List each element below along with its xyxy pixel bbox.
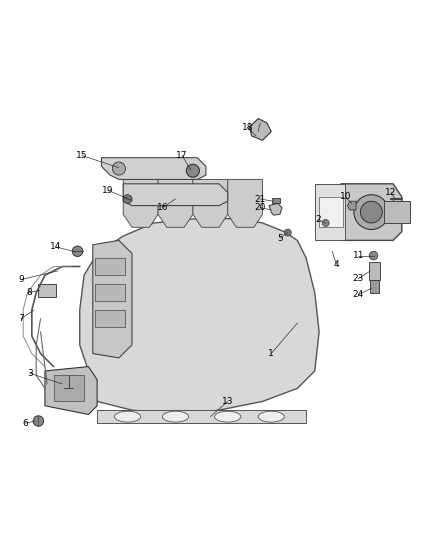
Text: 21: 21 — [254, 195, 266, 204]
Polygon shape — [97, 410, 306, 423]
Polygon shape — [45, 367, 97, 415]
Text: 20: 20 — [254, 203, 266, 212]
Polygon shape — [123, 180, 158, 228]
Ellipse shape — [215, 411, 241, 422]
Text: 8: 8 — [27, 288, 32, 297]
Bar — [95, 258, 125, 275]
Text: 15: 15 — [76, 151, 88, 160]
Text: 11: 11 — [353, 251, 364, 260]
Circle shape — [322, 220, 329, 227]
Bar — [95, 310, 125, 327]
Text: 6: 6 — [22, 419, 28, 427]
Text: 24: 24 — [353, 290, 364, 300]
Bar — [53, 375, 84, 401]
Polygon shape — [80, 219, 319, 415]
Text: 9: 9 — [18, 275, 24, 284]
Bar — [39, 284, 56, 297]
Text: 1: 1 — [268, 349, 274, 358]
Text: 12: 12 — [385, 188, 396, 197]
Text: 19: 19 — [102, 186, 114, 195]
Circle shape — [113, 162, 125, 175]
Text: 17: 17 — [176, 151, 188, 160]
Circle shape — [33, 416, 44, 426]
Polygon shape — [102, 158, 206, 180]
Polygon shape — [341, 184, 402, 240]
Text: 2: 2 — [315, 215, 321, 224]
Text: 3: 3 — [27, 369, 32, 377]
Bar — [369, 262, 380, 279]
Circle shape — [369, 251, 378, 260]
Text: 18: 18 — [241, 123, 253, 132]
Ellipse shape — [258, 411, 284, 422]
Ellipse shape — [115, 411, 141, 422]
Text: 13: 13 — [222, 397, 233, 406]
Polygon shape — [371, 279, 379, 293]
Text: 23: 23 — [353, 274, 364, 283]
Bar — [95, 284, 125, 301]
Polygon shape — [269, 204, 282, 215]
Polygon shape — [228, 180, 262, 228]
Text: 10: 10 — [339, 192, 351, 201]
Bar — [319, 197, 343, 228]
Polygon shape — [158, 180, 193, 228]
Circle shape — [72, 246, 83, 256]
Polygon shape — [93, 240, 132, 358]
Ellipse shape — [162, 411, 188, 422]
Bar — [385, 201, 410, 223]
Bar — [272, 198, 280, 204]
Polygon shape — [193, 180, 228, 228]
Text: 7: 7 — [18, 314, 24, 323]
Polygon shape — [347, 201, 356, 210]
Circle shape — [123, 195, 132, 204]
Text: 14: 14 — [50, 243, 61, 252]
Circle shape — [284, 229, 291, 236]
Text: 4: 4 — [334, 260, 339, 269]
Polygon shape — [250, 118, 271, 140]
Circle shape — [360, 201, 382, 223]
Polygon shape — [315, 184, 345, 240]
Text: 5: 5 — [277, 233, 283, 243]
Polygon shape — [123, 184, 228, 206]
Circle shape — [354, 195, 389, 230]
Circle shape — [186, 164, 199, 177]
Text: 16: 16 — [157, 203, 168, 212]
